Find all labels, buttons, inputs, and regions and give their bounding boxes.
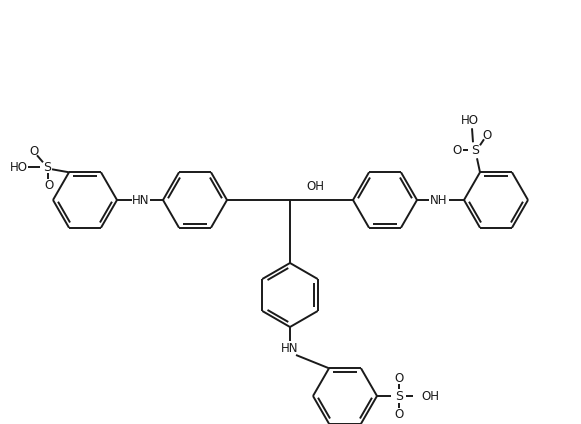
Text: HO: HO (461, 114, 479, 127)
Text: O: O (394, 407, 404, 421)
Text: HN: HN (132, 193, 150, 206)
Text: O: O (482, 129, 492, 142)
Text: S: S (471, 144, 479, 157)
Text: OH: OH (421, 390, 439, 402)
Text: O: O (453, 144, 462, 157)
Text: OH: OH (306, 179, 324, 192)
Text: O: O (44, 179, 53, 192)
Text: S: S (43, 161, 51, 174)
Text: O: O (30, 145, 38, 158)
Text: HO: HO (10, 161, 28, 174)
Text: O: O (394, 371, 404, 385)
Text: NH: NH (431, 193, 448, 206)
Text: S: S (395, 390, 403, 402)
Text: HN: HN (281, 343, 299, 355)
